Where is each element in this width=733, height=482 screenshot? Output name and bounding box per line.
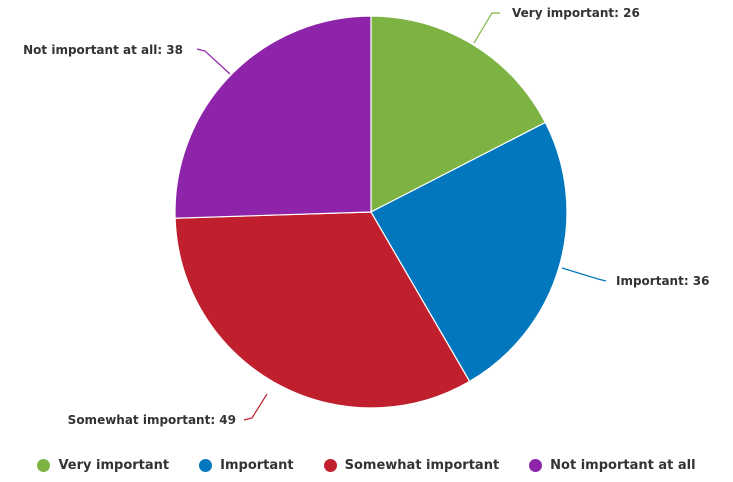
label-connectors <box>196 12 607 421</box>
legend-dot-icon <box>529 458 543 472</box>
legend-dot-icon <box>199 458 213 472</box>
legend-item-very-important[interactable]: Very important <box>37 458 169 473</box>
legend-label: Very important <box>58 457 170 473</box>
legend-item-somewhat-important[interactable]: Somewhat important <box>323 457 500 473</box>
legend-item-not-important-at-all[interactable]: Not important at all <box>529 457 696 473</box>
pie-slice-somewhat-important[interactable] <box>174 211 471 409</box>
data-labels: Very important: 26 Important: 36 Somewhat … <box>23 6 709 427</box>
legend-item-important[interactable]: Important <box>199 458 294 473</box>
connector-line-somewhat-important <box>243 393 268 421</box>
legend-label: Somewhat important <box>344 457 500 473</box>
data-label-important: Important: 36 <box>616 274 710 288</box>
legend-dot-icon <box>323 458 337 472</box>
pie-slice-important[interactable] <box>370 121 568 383</box>
connector-line-important <box>561 267 607 282</box>
data-label-very-important: Very important: 26 <box>512 6 640 20</box>
connector-line-very-important <box>473 12 500 44</box>
pie-slice-not-important-at-all[interactable] <box>174 15 372 219</box>
pie-slice-very-important[interactable] <box>370 15 547 213</box>
legend-label: Not important at all <box>550 457 696 473</box>
data-label-not-important-at-all: Not important at all: 38 <box>23 43 183 57</box>
legend-dot-icon <box>37 458 51 472</box>
legend: Very important Important Somewhat import… <box>0 452 733 478</box>
pie-chart: Very important: 26 Important: 36 Somewhat … <box>23 6 709 427</box>
pie-slices <box>174 15 568 409</box>
data-label-somewhat-important: Somewhat important: 49 <box>68 413 236 427</box>
legend-label: Important <box>220 457 294 473</box>
connector-line-not-important-at-all <box>196 48 231 75</box>
